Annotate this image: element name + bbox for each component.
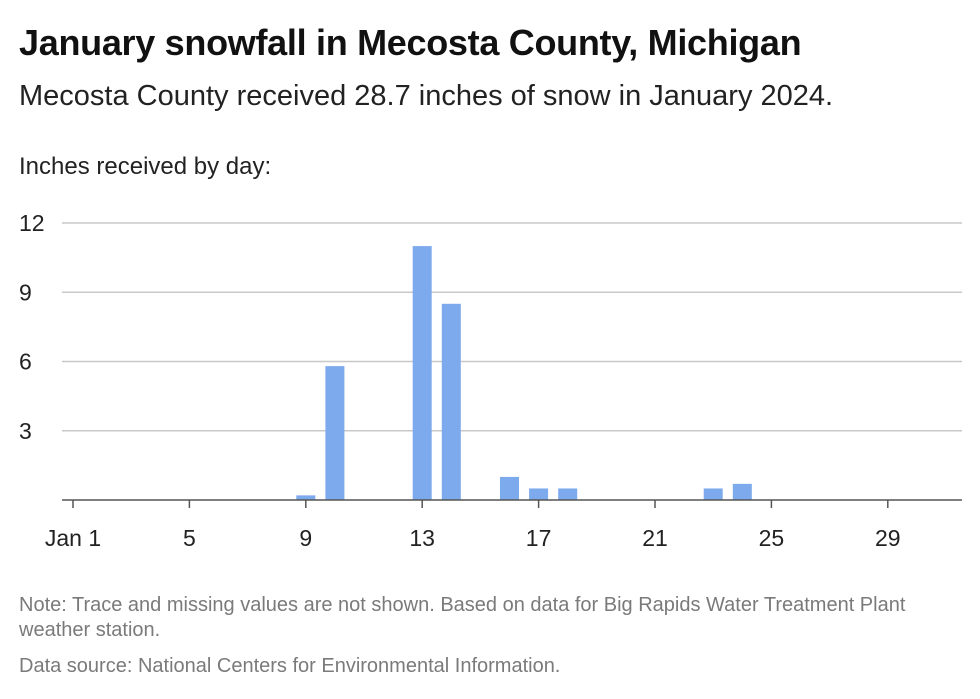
chart-source: Data source: National Centers for Enviro… xyxy=(19,655,561,677)
y-tick-label-3: 3 xyxy=(19,418,32,444)
y-tick-label-12: 12 xyxy=(19,210,45,236)
y-tick-label-6: 6 xyxy=(19,349,32,375)
chart-note: Note: Trace and missing values are not s… xyxy=(19,594,906,641)
x-tick-label-13: 13 xyxy=(409,525,435,551)
gridlines: 3 6 9 12 xyxy=(19,210,962,444)
bar-jan-14 xyxy=(441,303,461,500)
x-tick-label-5: 5 xyxy=(183,525,196,551)
x-tick-label-17: 17 xyxy=(526,525,552,551)
bar-jan-10 xyxy=(325,366,345,500)
bar-jan-13 xyxy=(412,246,432,500)
x-tick-label-29: 29 xyxy=(875,525,901,551)
x-tick-label-25: 25 xyxy=(759,525,785,551)
bar-jan-24 xyxy=(732,483,752,500)
bar-jan-9 xyxy=(296,495,316,500)
y-tick-label-9: 9 xyxy=(19,279,32,305)
bar-jan-16 xyxy=(500,476,519,500)
chart-subtitle: Mecosta County received 28.7 inches of s… xyxy=(19,80,834,112)
bar-chart: 3 6 9 12 Jan 1 5 9 13 17 21 25 29 xyxy=(19,210,962,551)
x-tick-label-1: Jan 1 xyxy=(45,525,101,551)
bar-jan-17 xyxy=(529,488,549,500)
bars xyxy=(296,246,752,500)
chart-title: January snowfall in Mecosta County, Mich… xyxy=(19,22,802,63)
bar-jan-18 xyxy=(558,488,578,500)
y-axis-title: Inches received by day: xyxy=(19,153,272,180)
x-tick-label-9: 9 xyxy=(299,525,312,551)
x-axis: Jan 1 5 9 13 17 21 25 29 xyxy=(45,499,962,551)
x-tick-label-21: 21 xyxy=(642,525,668,551)
bar-jan-23 xyxy=(703,488,723,500)
